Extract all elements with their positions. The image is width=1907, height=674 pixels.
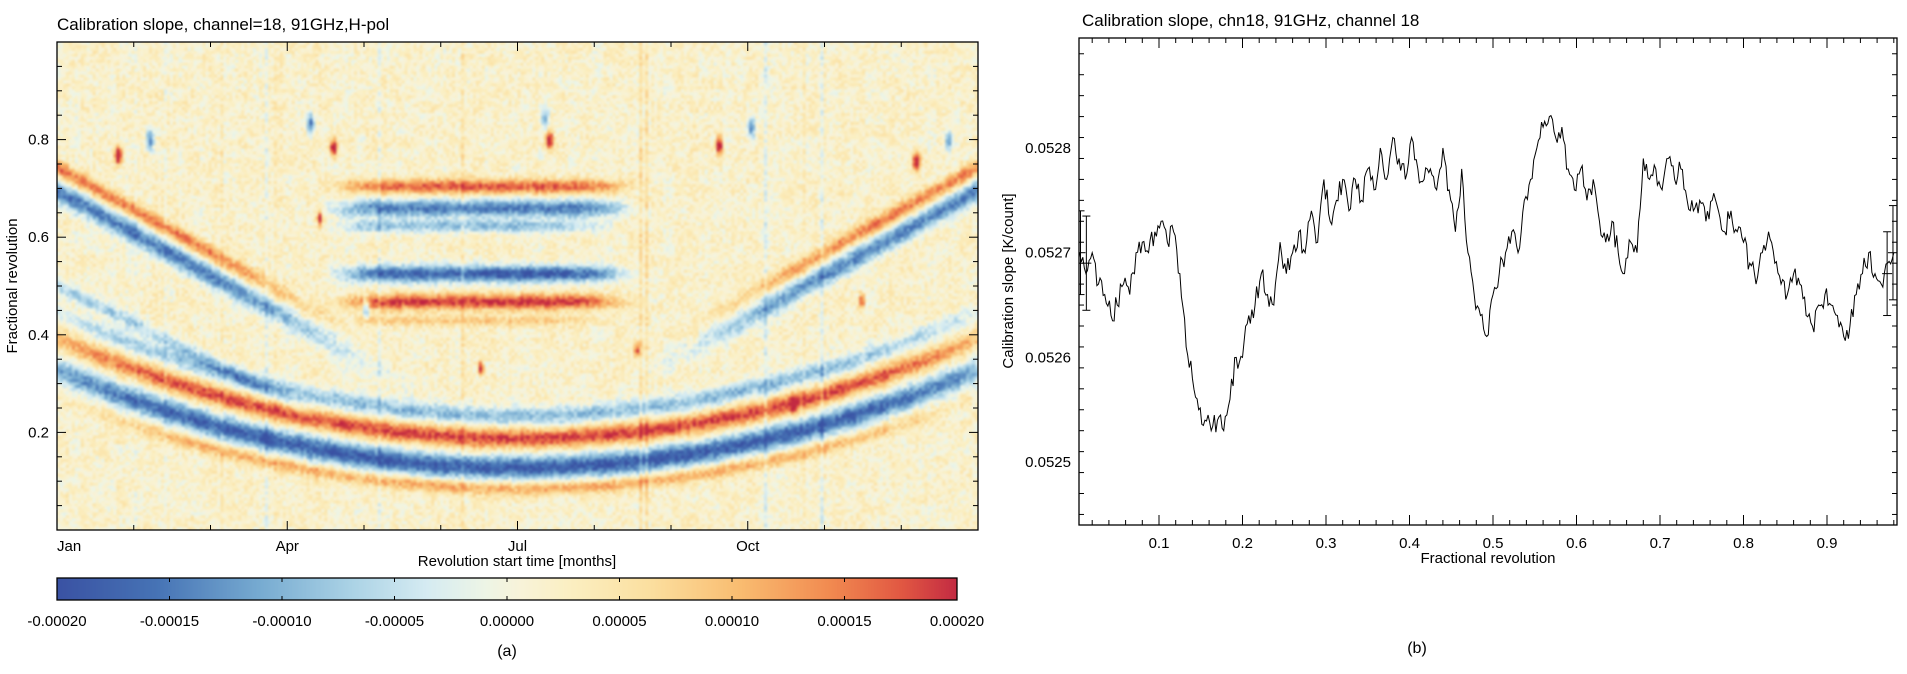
- colorbar-tick-label: 0.00005: [592, 613, 646, 630]
- colorbar-tick-label: -0.00010: [252, 613, 311, 630]
- panel-a-xlabel: Revolution start time [months]: [418, 553, 616, 570]
- colorbar-tick-label: -0.00015: [140, 613, 199, 630]
- b-x-tick-label: 0.8: [1733, 535, 1754, 552]
- panel-a-frame: [56, 41, 979, 531]
- colorbar-tick-label: -0.00020: [27, 613, 86, 630]
- panel-b-xlabel: Fractional revolution: [1420, 550, 1555, 567]
- error-bars: [1079, 205, 1897, 317]
- a-x-tick-label: Apr: [276, 538, 299, 555]
- a-y-tick-label: 0.8: [28, 132, 49, 149]
- panel-a-ylabel: Fractional revolution: [4, 218, 21, 353]
- b-x-tick-label: 0.6: [1566, 535, 1587, 552]
- colorbar-tick-label: 0.00015: [817, 613, 871, 630]
- b-x-tick-label: 0.1: [1149, 535, 1170, 552]
- colorbar-tick-label: -0.00005: [365, 613, 424, 630]
- colorbar-tick-label: 0.00000: [480, 613, 534, 630]
- b-x-tick-label: 0.5: [1483, 535, 1504, 552]
- calibration-slope-line: [1079, 114, 1895, 433]
- b-x-tick-label: 0.3: [1316, 535, 1337, 552]
- b-x-tick-label: 0.2: [1232, 535, 1253, 552]
- colorbar-gradient: [57, 578, 957, 600]
- a-x-tick-label: Jul: [508, 538, 527, 555]
- b-y-tick-label: 0.0525: [1025, 454, 1071, 471]
- panel-b-title: Calibration slope, chn18, 91GHz, channel…: [1082, 11, 1419, 30]
- b-x-tick-label: 0.9: [1817, 535, 1838, 552]
- b-x-tick-label: 0.4: [1399, 535, 1420, 552]
- caption-b: (b): [1407, 640, 1427, 657]
- panel-b-frame: [1078, 37, 1898, 526]
- heatmap-image: [57, 42, 978, 530]
- a-y-tick-label: 0.6: [28, 229, 49, 246]
- a-x-tick-label: Jan: [57, 538, 81, 555]
- a-x-tick-label: Oct: [736, 538, 760, 555]
- b-y-tick-label: 0.0526: [1025, 349, 1071, 366]
- colorbar-tick-label: 0.00010: [705, 613, 759, 630]
- caption-a: (a): [497, 643, 517, 660]
- b-x-tick-label: 0.7: [1650, 535, 1671, 552]
- a-y-tick-label: 0.2: [28, 424, 49, 441]
- colorbar-tick-label: 0.00020: [930, 613, 984, 630]
- panel-b-ylabel: Calibration slope [K/count]: [1000, 193, 1017, 368]
- a-y-tick-label: 0.4: [28, 327, 49, 344]
- panel-a-title: Calibration slope, channel=18, 91GHz,H-p…: [57, 15, 389, 34]
- b-y-tick-label: 0.0528: [1025, 140, 1071, 157]
- b-y-tick-label: 0.0527: [1025, 245, 1071, 262]
